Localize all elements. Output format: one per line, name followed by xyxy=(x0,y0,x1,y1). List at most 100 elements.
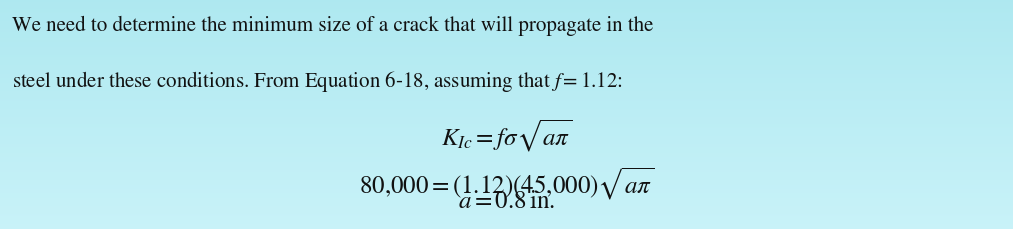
Bar xyxy=(0,10,1013,11)
Bar xyxy=(0,212,1013,213)
Bar xyxy=(0,158,1013,159)
Bar xyxy=(0,227,1013,228)
Bar xyxy=(0,1,1013,2)
Bar xyxy=(0,191,1013,192)
Bar xyxy=(0,169,1013,171)
Bar xyxy=(0,15,1013,16)
Bar xyxy=(0,160,1013,161)
Bar xyxy=(0,24,1013,25)
Bar xyxy=(0,129,1013,131)
Bar xyxy=(0,48,1013,49)
Bar xyxy=(0,215,1013,216)
Bar xyxy=(0,45,1013,46)
Bar xyxy=(0,56,1013,57)
Bar xyxy=(0,73,1013,74)
Bar xyxy=(0,159,1013,160)
Bar xyxy=(0,71,1013,72)
Bar xyxy=(0,135,1013,136)
Bar xyxy=(0,57,1013,58)
Bar xyxy=(0,118,1013,119)
Bar xyxy=(0,150,1013,151)
Bar xyxy=(0,30,1013,31)
Bar xyxy=(0,202,1013,203)
Bar xyxy=(0,197,1013,198)
Bar xyxy=(0,152,1013,153)
Bar xyxy=(0,184,1013,185)
Bar xyxy=(0,39,1013,40)
Bar xyxy=(0,21,1013,22)
Bar xyxy=(0,27,1013,29)
Bar xyxy=(0,0,1013,1)
Bar xyxy=(0,195,1013,196)
Bar xyxy=(0,52,1013,53)
Bar xyxy=(0,179,1013,180)
Bar xyxy=(0,127,1013,128)
Bar xyxy=(0,185,1013,187)
Bar xyxy=(0,60,1013,61)
Bar xyxy=(0,218,1013,219)
Bar xyxy=(0,151,1013,152)
Bar xyxy=(0,149,1013,150)
Bar xyxy=(0,166,1013,167)
Bar xyxy=(0,221,1013,222)
Bar xyxy=(0,204,1013,205)
Bar xyxy=(0,216,1013,218)
Bar xyxy=(0,69,1013,70)
Bar xyxy=(0,147,1013,148)
Bar xyxy=(0,40,1013,41)
Bar xyxy=(0,22,1013,23)
Bar xyxy=(0,208,1013,210)
Text: $K_{Ic} = f\sigma\sqrt{a\pi}$: $K_{Ic} = f\sigma\sqrt{a\pi}$ xyxy=(441,117,572,153)
Bar xyxy=(0,41,1013,42)
Bar xyxy=(0,77,1013,78)
Bar xyxy=(0,70,1013,71)
Bar xyxy=(0,183,1013,184)
Bar xyxy=(0,180,1013,181)
Bar xyxy=(0,109,1013,110)
Bar xyxy=(0,8,1013,9)
Bar xyxy=(0,173,1013,174)
Bar xyxy=(0,163,1013,164)
Bar xyxy=(0,128,1013,129)
Bar xyxy=(0,33,1013,34)
Bar xyxy=(0,103,1013,104)
Bar xyxy=(0,120,1013,121)
Bar xyxy=(0,145,1013,147)
Text: $80{,}000 = (1.12)(45{,}000)\sqrt{a\pi}$: $80{,}000 = (1.12)(45{,}000)\sqrt{a\pi}$ xyxy=(359,165,654,201)
Bar xyxy=(0,137,1013,139)
Bar xyxy=(0,171,1013,172)
Bar xyxy=(0,29,1013,30)
Bar xyxy=(0,187,1013,188)
Bar xyxy=(0,111,1013,112)
Bar xyxy=(0,177,1013,179)
Bar xyxy=(0,72,1013,73)
Bar xyxy=(0,38,1013,39)
Bar xyxy=(0,82,1013,84)
Bar xyxy=(0,85,1013,86)
Bar xyxy=(0,132,1013,133)
Bar xyxy=(0,143,1013,144)
Bar xyxy=(0,6,1013,7)
Bar xyxy=(0,54,1013,55)
Bar xyxy=(0,58,1013,60)
Bar xyxy=(0,63,1013,64)
Bar xyxy=(0,164,1013,165)
Bar xyxy=(0,213,1013,214)
Bar xyxy=(0,37,1013,38)
Bar xyxy=(0,76,1013,77)
Bar xyxy=(0,192,1013,194)
Bar xyxy=(0,174,1013,175)
Text: $a = 0.8\,\mathrm{in.}$: $a = 0.8\,\mathrm{in.}$ xyxy=(458,189,555,213)
Bar xyxy=(0,32,1013,33)
Bar xyxy=(0,203,1013,204)
Bar xyxy=(0,23,1013,24)
Bar xyxy=(0,7,1013,8)
Bar xyxy=(0,182,1013,183)
Bar xyxy=(0,65,1013,66)
Bar xyxy=(0,66,1013,68)
Bar xyxy=(0,134,1013,135)
Bar xyxy=(0,44,1013,45)
Bar xyxy=(0,126,1013,127)
Bar xyxy=(0,105,1013,106)
Bar xyxy=(0,74,1013,76)
